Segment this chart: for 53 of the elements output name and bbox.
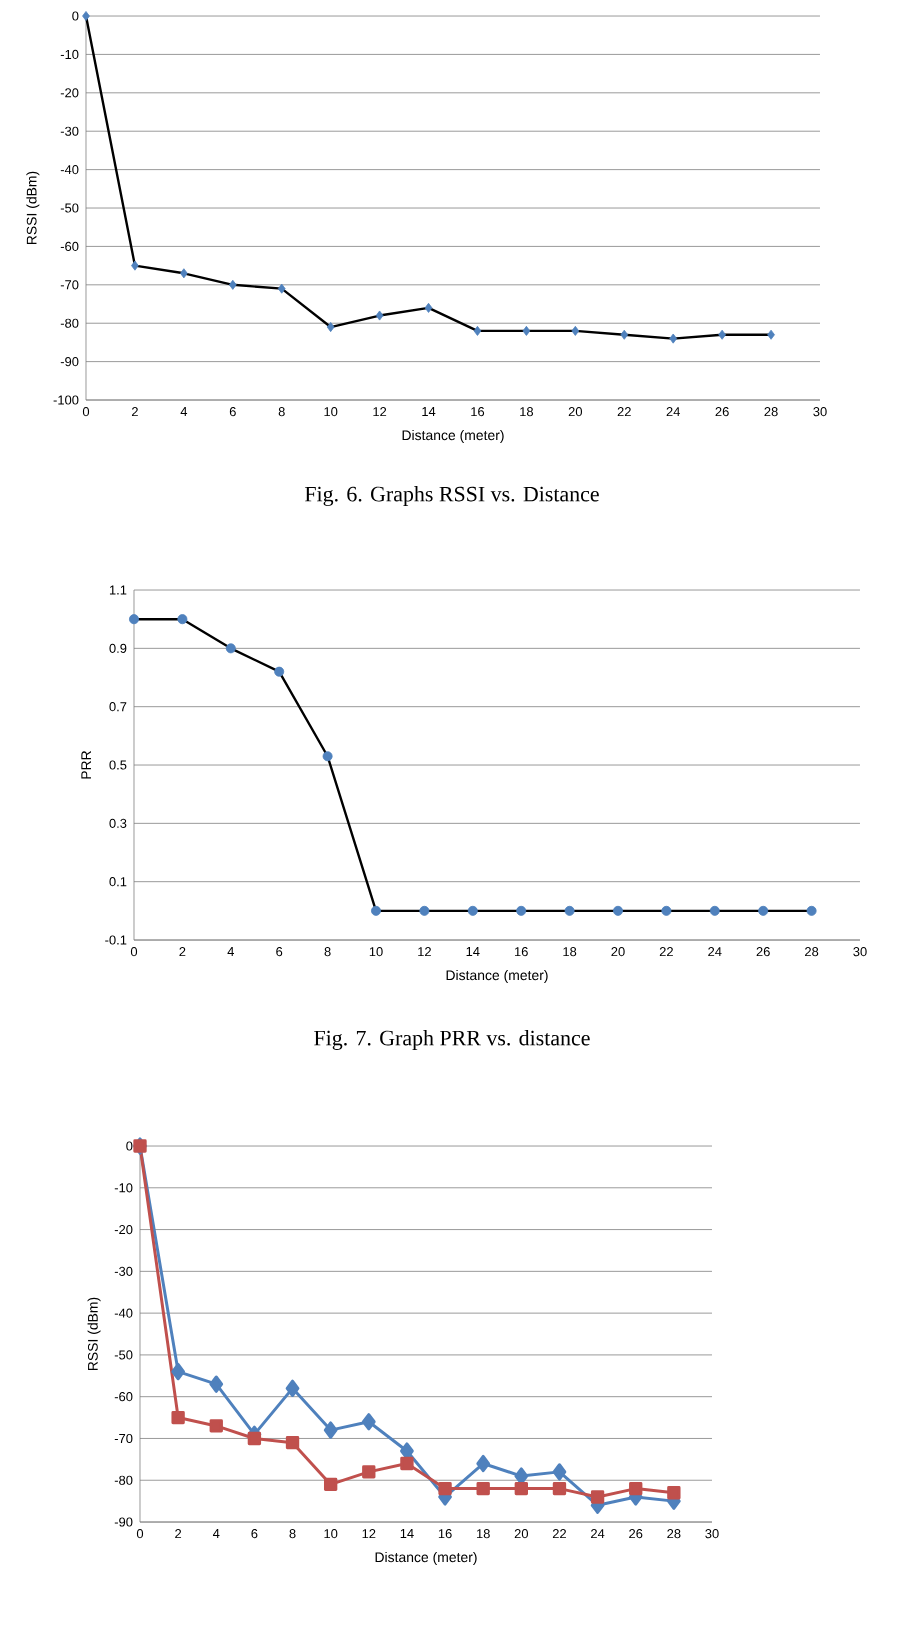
point (209, 1419, 223, 1433)
point (82, 11, 90, 21)
point (571, 325, 580, 336)
point (375, 310, 384, 321)
point (419, 905, 430, 916)
point (129, 614, 139, 625)
point (277, 283, 286, 294)
point (424, 302, 433, 313)
caption: Fig. 7. Graph PRR vs. distance (314, 1030, 590, 1050)
point (613, 905, 623, 916)
point (180, 268, 188, 279)
point (225, 643, 236, 654)
point (709, 905, 720, 916)
point (661, 905, 672, 916)
point (362, 1465, 376, 1479)
point (326, 322, 335, 333)
point (323, 1421, 338, 1439)
point (806, 905, 817, 916)
point (285, 1435, 300, 1450)
point (758, 905, 769, 916)
point (516, 905, 527, 916)
point (371, 905, 381, 916)
point (274, 666, 285, 677)
point (228, 279, 237, 290)
point (629, 1481, 643, 1496)
point (323, 1477, 338, 1492)
point (552, 1463, 567, 1481)
point (473, 325, 482, 336)
point (400, 1456, 414, 1471)
point (209, 1375, 224, 1393)
point (131, 260, 139, 271)
point (552, 1481, 567, 1496)
point (467, 905, 478, 916)
point (718, 329, 726, 340)
point (322, 751, 333, 762)
point (438, 1481, 452, 1496)
point (620, 329, 629, 340)
point (361, 1413, 376, 1431)
point (476, 1454, 491, 1473)
point (522, 325, 531, 336)
point (177, 614, 188, 625)
point (514, 1481, 529, 1496)
point (285, 1379, 300, 1397)
point (564, 905, 575, 916)
point (667, 1486, 681, 1500)
point (247, 1431, 262, 1446)
point (171, 1362, 186, 1381)
caption: Fig. 6. Graphs RSSI vs. Distance (304, 486, 599, 506)
point (669, 333, 678, 344)
point (476, 1481, 490, 1496)
point (590, 1490, 605, 1504)
point (171, 1410, 185, 1425)
point (767, 329, 775, 340)
